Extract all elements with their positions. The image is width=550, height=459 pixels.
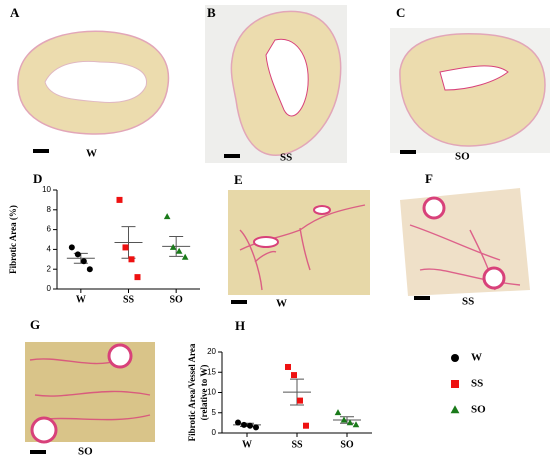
x-tick-label: SS	[123, 294, 135, 305]
data-point	[122, 244, 129, 251]
scale-bars	[30, 149, 430, 454]
legend-marker	[450, 405, 460, 414]
histology-image-f	[400, 188, 530, 296]
image-caption: SS	[280, 152, 292, 164]
x-tick-label: W	[242, 439, 252, 450]
histology-image-b	[205, 5, 347, 163]
panel-label: C	[396, 5, 405, 20]
legend-label: SO	[471, 404, 486, 416]
y-tick-label: 6	[47, 225, 52, 234]
y-axis-label: Fibrotic Area (%)	[8, 205, 18, 274]
data-point	[181, 253, 189, 260]
panel-label: A	[10, 5, 20, 20]
y-tick-label: 10	[42, 185, 51, 194]
y-tick-label: 2	[47, 264, 52, 273]
data-point	[352, 421, 360, 428]
x-tick-label: SO	[340, 439, 354, 450]
data-point	[134, 274, 141, 281]
data-point	[340, 416, 348, 423]
image-caption: W	[276, 298, 287, 310]
image-caption: SS	[462, 296, 474, 308]
histology-image-c	[390, 28, 550, 153]
data-point	[175, 247, 183, 254]
y-tick-label: 4	[47, 245, 52, 254]
image-caption: W	[86, 148, 97, 160]
data-point	[291, 372, 297, 379]
data-point	[163, 213, 171, 220]
data-point	[80, 258, 87, 265]
y-tick-label: 0	[47, 284, 52, 293]
data-point	[86, 266, 93, 273]
panel-label: D	[33, 171, 42, 186]
x-tick-label: SO	[169, 294, 183, 305]
data-point	[334, 409, 342, 416]
panel-label: E	[234, 172, 243, 187]
data-point	[297, 397, 303, 404]
legend-marker	[451, 354, 459, 362]
data-point	[235, 419, 241, 426]
y-axis-label: (relative to W)	[199, 365, 209, 421]
histology-image-g	[25, 342, 155, 444]
histology-image-a	[17, 30, 170, 135]
data-point	[128, 256, 135, 263]
data-point	[303, 422, 309, 429]
image-caption: SO	[78, 446, 93, 458]
data-point	[74, 251, 81, 258]
legend-label: SS	[471, 378, 483, 390]
histology-image-e	[228, 190, 370, 295]
panel-label: G	[30, 317, 40, 332]
data-point	[116, 196, 123, 203]
x-tick-label: SS	[291, 439, 303, 450]
y-tick-label: 5	[212, 408, 217, 417]
image-caption: SO	[455, 151, 470, 163]
y-tick-label: 15	[207, 367, 216, 376]
y-tick-label: 8	[47, 205, 52, 214]
legend-label: W	[471, 352, 482, 364]
y-axis-label: Fibrotic Area/Vessel Area	[187, 343, 197, 441]
y-tick-label: 0	[212, 428, 217, 437]
panel-label: F	[425, 171, 433, 186]
y-tick-label: 10	[207, 388, 216, 397]
data-point	[346, 419, 354, 426]
error-bar	[169, 236, 184, 257]
data-point	[253, 424, 259, 431]
panel-label: H	[235, 318, 245, 333]
data-point	[241, 421, 247, 428]
y-tick-label: 20	[207, 347, 216, 356]
data-point	[247, 422, 253, 429]
panel-label: B	[207, 5, 216, 20]
data-point	[169, 243, 177, 250]
x-tick-label: W	[76, 294, 86, 305]
legend-marker	[451, 380, 459, 388]
data-point	[285, 363, 291, 370]
data-point	[68, 244, 75, 251]
